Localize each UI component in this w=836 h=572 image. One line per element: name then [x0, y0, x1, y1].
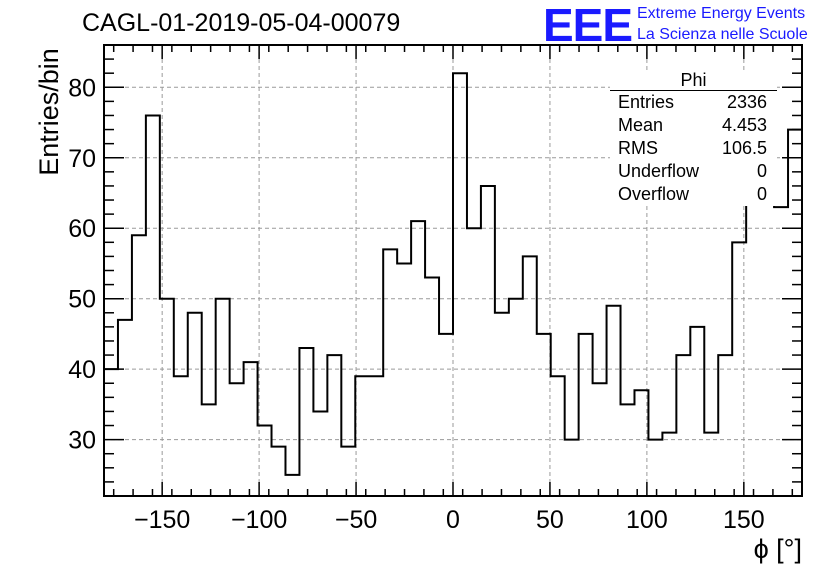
stats-value: 106.5: [721, 138, 767, 158]
stats-row-mean: Mean 4.453: [610, 114, 777, 137]
stats-value: 0: [756, 184, 767, 204]
axis-ticks: [104, 45, 802, 496]
y-tick-label: 40: [68, 356, 96, 384]
stats-box: Phi Entries 2336 Mean 4.453 RMS 106.5 Un…: [610, 70, 777, 206]
stats-label: Mean: [618, 115, 664, 135]
eee-logo: EEE: [543, 0, 633, 51]
stats-title: Phi: [610, 70, 777, 91]
x-tick-label: 100: [626, 506, 668, 534]
plot-frame: [103, 44, 803, 497]
x-axis-label: ϕ [°]: [753, 534, 802, 564]
stats-value: 0: [756, 161, 767, 181]
run-title: CAGL-01-2019-05-04-00079: [82, 9, 401, 37]
stats-value: 2336: [726, 92, 767, 112]
y-axis-label-text: Entries/bin: [34, 48, 64, 176]
x-tick-label: 50: [536, 506, 564, 534]
x-tick-label: 150: [723, 506, 765, 534]
x-tick-label: −150: [134, 506, 190, 534]
stats-row-entries: Entries 2336: [610, 91, 777, 114]
y-tick-label: 80: [68, 74, 96, 102]
stats-label: Entries: [618, 92, 675, 112]
stats-label: RMS: [618, 138, 658, 158]
logo-caption-line2: La Scienza nelle Scuole: [637, 26, 808, 43]
histogram-series: [104, 72, 802, 476]
y-tick-label: 60: [68, 215, 96, 243]
logo-caption-line1: Extreme Energy Events: [637, 5, 806, 22]
stats-row-underflow: Underflow 0: [610, 160, 777, 183]
stats-label: Overflow: [618, 184, 690, 204]
x-tick-label: 0: [446, 506, 460, 534]
y-tick-label: 50: [68, 286, 96, 314]
x-tick-label: −100: [231, 506, 287, 534]
x-tick-label: −50: [335, 506, 377, 534]
tick-labels: −150 −100 −50 0 50 100 150 30 40 50 60 70 80: [68, 74, 765, 534]
stats-label: Underflow: [618, 161, 700, 181]
stats-row-rms: RMS 106.5: [610, 137, 777, 160]
stats-row-overflow: Overflow 0: [610, 183, 777, 206]
logo-caption: Extreme Energy Events La Scienza nelle S…: [637, 3, 808, 45]
stats-value: 4.453: [721, 115, 767, 135]
y-tick-label: 30: [68, 427, 96, 455]
y-tick-label: 70: [68, 145, 96, 173]
